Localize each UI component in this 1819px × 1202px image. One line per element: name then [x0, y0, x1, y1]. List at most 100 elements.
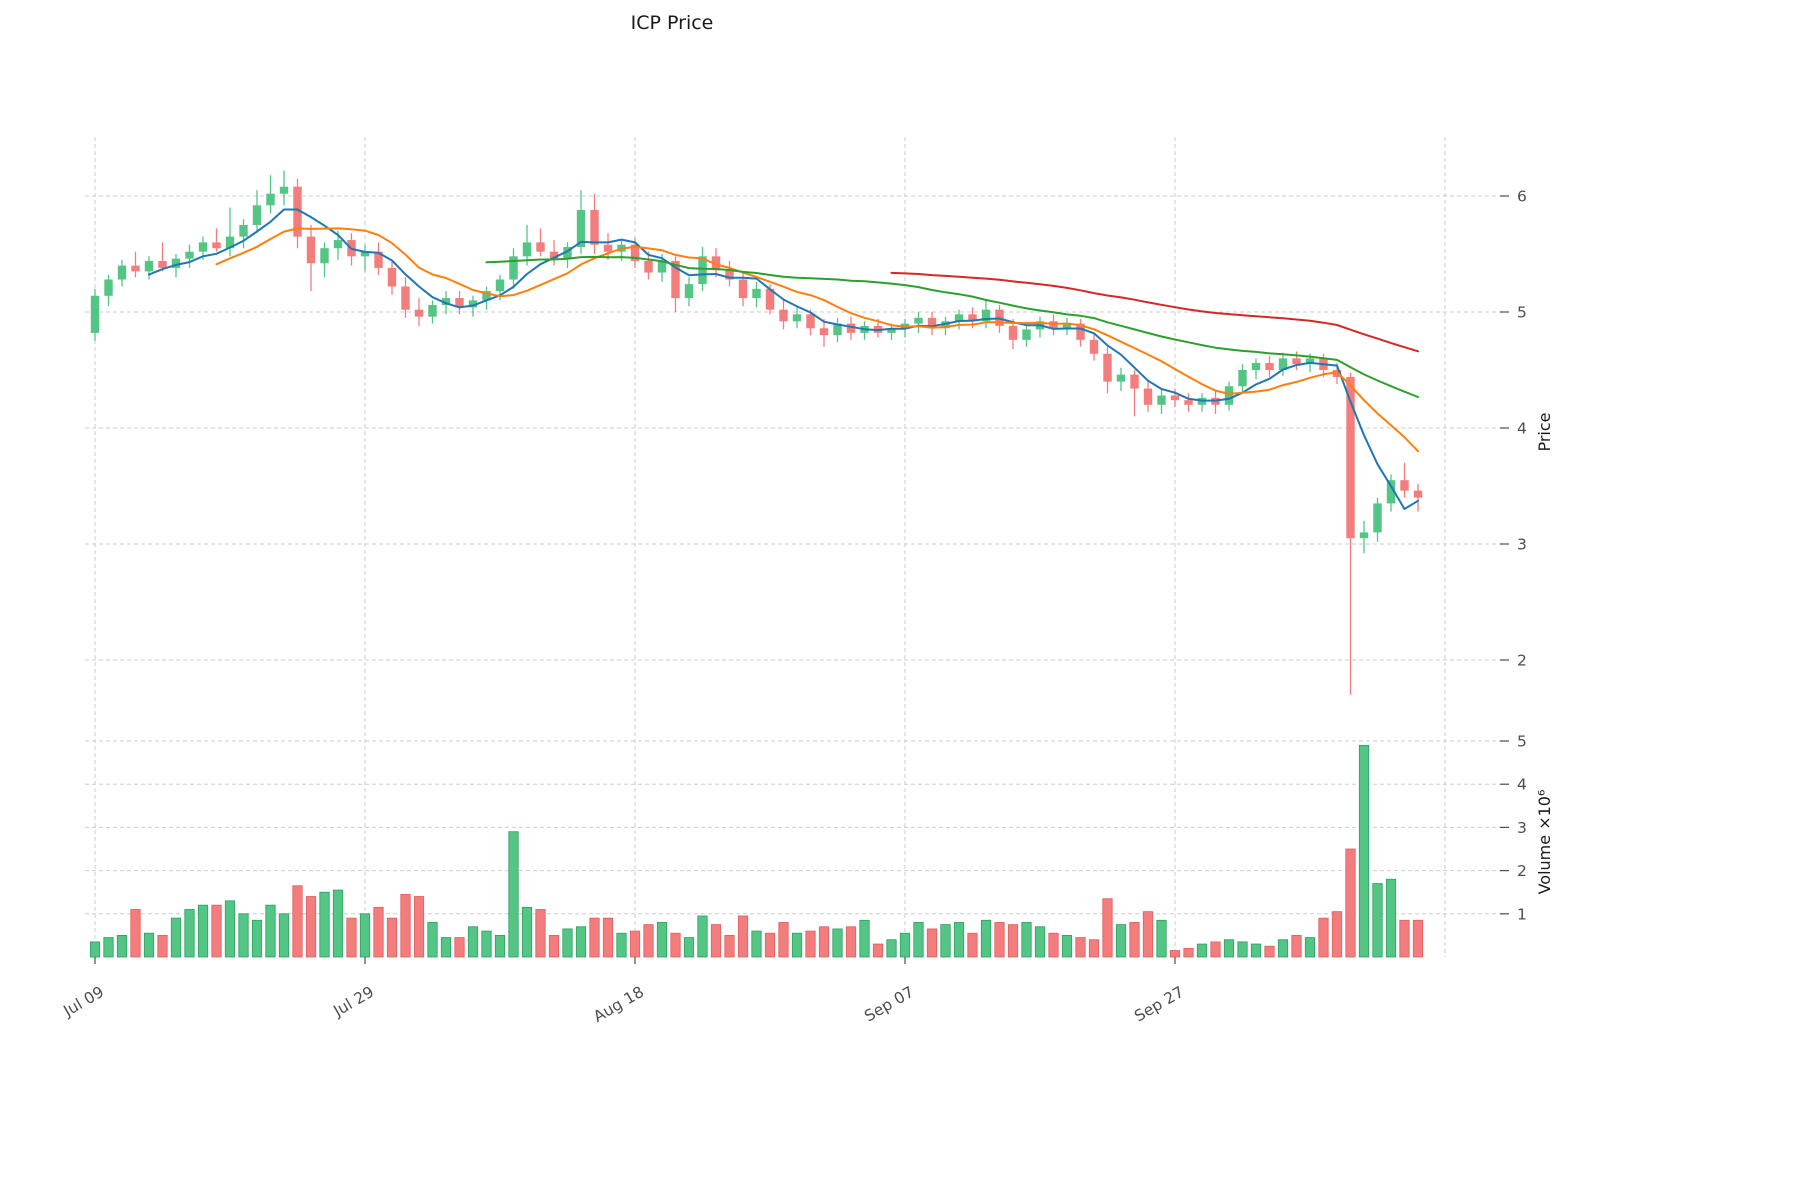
- volume-bar: [1304, 937, 1316, 958]
- volume-bar: [872, 943, 884, 958]
- volume-bar: [602, 917, 614, 958]
- candle-body: [90, 295, 100, 333]
- candle-body: [549, 251, 559, 259]
- volume-bar: [494, 935, 506, 958]
- volume-bar: [1021, 922, 1032, 958]
- volume-bar: [589, 917, 600, 958]
- candle-body: [1157, 395, 1166, 405]
- candle-body: [590, 209, 599, 245]
- volume-bar: [251, 919, 263, 958]
- candle-body: [1076, 323, 1085, 340]
- volume-bar: [1088, 939, 1100, 958]
- volume-bar: [670, 932, 681, 958]
- candle-body: [1386, 480, 1396, 504]
- volume-bar: [1372, 883, 1383, 958]
- volume-bar: [940, 924, 951, 958]
- volume-bar: [508, 831, 519, 958]
- volume-bar: [994, 922, 1005, 958]
- volume-bar: [616, 932, 627, 958]
- volume-bar: [265, 904, 276, 958]
- volume-bar: [913, 922, 924, 958]
- candle-body: [684, 284, 694, 299]
- volume-bar: [535, 909, 546, 958]
- candle-body: [1359, 532, 1369, 539]
- candle-body: [1238, 370, 1247, 387]
- candle-body: [374, 251, 383, 268]
- volume-tick-label: 3: [1517, 819, 1527, 837]
- chart-title: ICP Price: [631, 12, 714, 34]
- ma-line-ma60: [890, 271, 1419, 353]
- candle-body: [1143, 388, 1153, 405]
- volume-bar: [292, 885, 303, 958]
- volume-bar: [575, 926, 587, 958]
- volume-bar: [548, 935, 560, 958]
- volume-bar: [521, 906, 533, 958]
- volume-bar: [643, 924, 654, 958]
- candle-body: [1400, 480, 1409, 491]
- volume-bar: [562, 928, 573, 958]
- volume-bar: [1331, 911, 1343, 958]
- candle-body: [819, 328, 829, 336]
- volume-tick-label: 5: [1517, 733, 1527, 751]
- volume-layer: [89, 744, 1424, 958]
- candle-body: [455, 298, 464, 308]
- volume-bar: [481, 930, 492, 958]
- volume-bar: [332, 889, 344, 958]
- volume-tick-label: 2: [1517, 862, 1527, 880]
- volume-bar: [832, 928, 843, 958]
- volume-bar: [130, 909, 141, 958]
- volume-bar: [656, 922, 668, 958]
- volume-bar: [427, 922, 438, 958]
- candle-body: [306, 236, 316, 264]
- candle-body: [806, 314, 815, 329]
- candle-body: [1278, 358, 1288, 370]
- volume-bar: [697, 915, 708, 958]
- candle-body: [671, 260, 680, 299]
- volume-bar: [319, 891, 330, 958]
- candle-body: [1130, 374, 1139, 389]
- candle-body: [104, 279, 113, 296]
- candle-body: [981, 309, 991, 322]
- volume-bar: [629, 930, 641, 958]
- candle-body: [509, 256, 518, 280]
- volume-bar: [1075, 937, 1086, 958]
- volume-bar: [400, 893, 411, 958]
- volume-bar: [1048, 932, 1059, 958]
- candle-body: [1184, 400, 1193, 405]
- candle-body: [1062, 323, 1072, 329]
- candle-body: [1292, 358, 1301, 365]
- candle-body: [576, 209, 586, 248]
- price-tick-label: 3: [1517, 536, 1527, 554]
- candle-body: [1251, 363, 1261, 370]
- volume-bar: [278, 913, 290, 958]
- candle-body: [1103, 353, 1112, 382]
- candle-body: [765, 288, 775, 310]
- price-tick-label: 4: [1517, 420, 1527, 438]
- candle-body: [1224, 386, 1234, 405]
- candle-body: [360, 251, 370, 257]
- volume-bar: [224, 900, 236, 958]
- volume-bar: [346, 917, 357, 958]
- candle-body: [846, 323, 856, 333]
- candle-body: [1089, 339, 1099, 354]
- candle-body: [630, 244, 640, 261]
- volume-bar: [1291, 935, 1302, 958]
- candle-body: [131, 265, 140, 272]
- candle-body: [212, 242, 221, 249]
- candle-body: [536, 242, 545, 252]
- volume-bar: [157, 935, 168, 958]
- candle-body: [144, 260, 154, 272]
- volume-bar: [1102, 898, 1113, 958]
- volume-bar: [359, 913, 371, 958]
- volume-bar: [184, 909, 195, 958]
- candle-body: [698, 256, 707, 285]
- volume-bar: [899, 932, 911, 958]
- volume-bar: [1115, 924, 1127, 958]
- ma-line-ma30: [485, 255, 1419, 398]
- volume-bar: [737, 915, 749, 958]
- volume-bar: [454, 937, 465, 958]
- volume-bar: [1142, 911, 1154, 958]
- volume-bar: [805, 930, 816, 958]
- volume-bar: [1169, 950, 1181, 958]
